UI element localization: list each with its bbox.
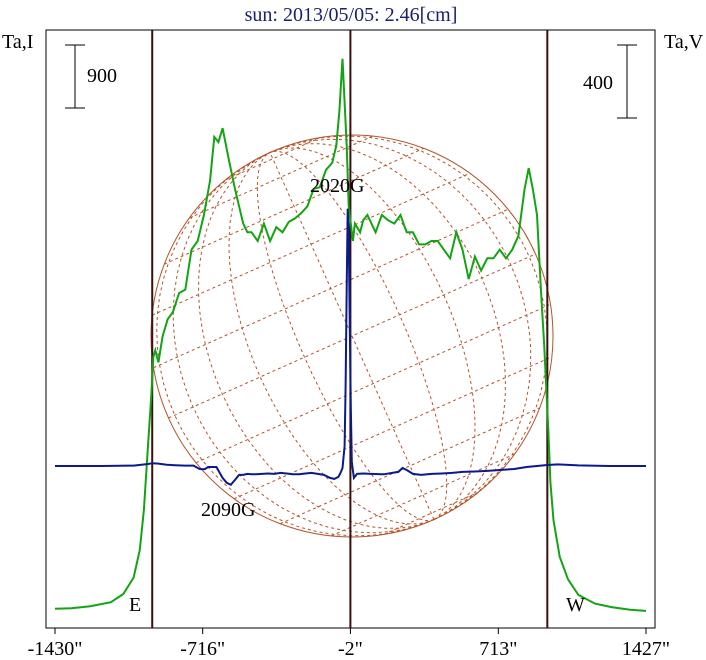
disk-latitude-line: [189, 135, 373, 219]
disk-longitude-line: [228, 152, 435, 525]
x-tick-label: 713": [479, 638, 517, 660]
x-tick-label: 1427": [622, 638, 670, 660]
left-scale-bar-label: 900: [87, 65, 117, 87]
disk-longitude-line: [269, 147, 476, 520]
disk-longitude-line: [269, 152, 435, 520]
limb-label-west: W: [566, 594, 585, 616]
disk-latitude-line: [383, 491, 479, 535]
limb-label-east: E: [129, 594, 141, 616]
disk-latitude-line: [195, 303, 551, 464]
disk-longitude-line: [172, 152, 435, 534]
x-tick-label: -2": [338, 638, 363, 660]
disk-latitude-line: [164, 147, 424, 265]
disk-longitude-line: [198, 152, 435, 529]
annotation-2020g: 2020G: [310, 175, 364, 197]
disk-longitude-line: [269, 150, 448, 520]
right-scale-bar: [617, 44, 637, 119]
disk-latitude-line: [280, 407, 540, 525]
annotation-2090g: 2090G: [201, 499, 255, 521]
x-tick-label: -1430": [28, 638, 83, 660]
disk-longitude-line: [156, 152, 435, 537]
series-stokes-i-line: [54, 58, 647, 612]
right-axis-label: Ta,V: [664, 31, 704, 53]
chart-title: sun: 2013/05/05: 2.46[cm]: [245, 4, 458, 26]
series-stokes-v-line: [55, 208, 646, 487]
x-tick-label: -716": [180, 638, 225, 660]
x-axis-ticks: -1430" -716" -2" 713" 1427": [28, 628, 670, 660]
right-scale-bar-label: 400: [583, 72, 613, 94]
left-axis-label: Ta,I: [2, 31, 33, 53]
disk-latitude-line: [233, 356, 553, 500]
disk-longitude-line: [269, 135, 548, 520]
solar-disk-limb: [150, 134, 554, 538]
disk-longitude-line: [269, 143, 506, 520]
disk-longitude-line: [256, 152, 435, 522]
left-scale-bar: [65, 44, 85, 109]
disk-longitude-line: [269, 138, 532, 520]
